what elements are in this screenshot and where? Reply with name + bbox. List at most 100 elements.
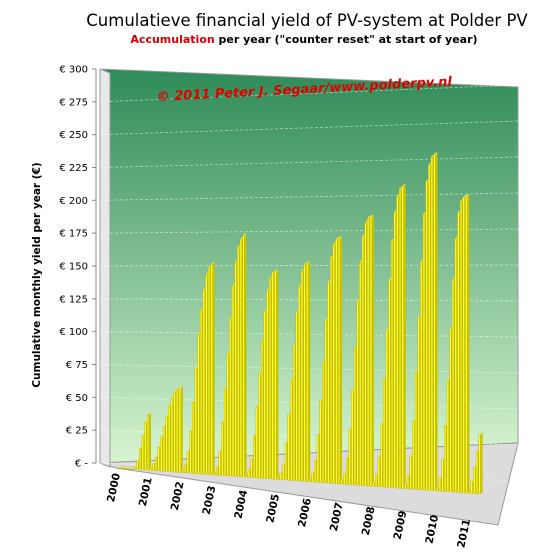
bar-face bbox=[343, 473, 346, 485]
bar-face bbox=[261, 340, 264, 479]
bar-face bbox=[422, 213, 425, 491]
bar bbox=[210, 262, 216, 475]
bar-face bbox=[388, 279, 391, 488]
bar bbox=[337, 236, 343, 485]
bar-face bbox=[207, 266, 211, 475]
bar-face bbox=[298, 286, 301, 482]
bar-face bbox=[348, 429, 351, 485]
bar-face bbox=[444, 425, 447, 492]
bar-face bbox=[234, 262, 237, 477]
bar-face bbox=[430, 156, 433, 491]
bar-face bbox=[221, 422, 224, 476]
bar-face bbox=[383, 379, 386, 488]
y-tick-label: € 25 bbox=[66, 426, 88, 437]
x-tick-label: 2005 bbox=[264, 493, 282, 524]
bar-face bbox=[213, 472, 216, 476]
bar-face bbox=[385, 329, 388, 488]
gridline bbox=[99, 48, 519, 70]
x-tick-label: 2004 bbox=[232, 489, 250, 520]
bar-face bbox=[327, 281, 330, 484]
x-tick-label: 2009 bbox=[392, 510, 410, 541]
bars bbox=[117, 152, 484, 495]
bar-face bbox=[170, 398, 173, 473]
bar-face bbox=[436, 486, 439, 492]
bar-face bbox=[274, 271, 277, 480]
bar-face bbox=[223, 388, 226, 476]
bar-face bbox=[467, 490, 471, 494]
bar-face bbox=[335, 239, 338, 484]
bar-face bbox=[146, 414, 150, 471]
bar-face bbox=[428, 164, 431, 491]
chart-title: Cumulatieve financial yield of PV-system… bbox=[86, 11, 528, 30]
y-tick-label: € 250 bbox=[59, 130, 88, 141]
bar-face bbox=[409, 455, 412, 490]
x-tick-label: 2007 bbox=[328, 501, 346, 532]
bar-face bbox=[404, 484, 407, 489]
bar bbox=[274, 269, 279, 480]
bar-face bbox=[420, 261, 423, 490]
bar-face bbox=[197, 334, 200, 474]
bar-face bbox=[303, 264, 306, 482]
bar-face bbox=[181, 469, 184, 473]
bar bbox=[478, 432, 484, 495]
bar-face bbox=[324, 319, 327, 484]
bar-face bbox=[478, 434, 481, 495]
bar-face bbox=[282, 463, 285, 481]
bar-face bbox=[237, 246, 240, 477]
bar-face bbox=[380, 423, 383, 488]
bar-face bbox=[192, 402, 195, 474]
x-tick-label: 2003 bbox=[201, 485, 219, 516]
y-tick-label: € 200 bbox=[59, 196, 88, 207]
bar-face bbox=[247, 469, 250, 478]
bar-face bbox=[290, 380, 293, 481]
chart-subtitle: Accumulation per year ("counter reset" a… bbox=[130, 33, 477, 46]
x-tick-label: 2000 bbox=[105, 472, 123, 503]
bar-face bbox=[396, 196, 399, 489]
bar-face bbox=[205, 274, 208, 475]
bar-face bbox=[231, 285, 234, 477]
bar-face bbox=[189, 430, 192, 474]
y-tick-label: € 150 bbox=[59, 262, 88, 273]
bar-face bbox=[449, 328, 452, 493]
bar bbox=[120, 466, 125, 469]
bar-face bbox=[173, 391, 176, 473]
y-tick-label: € - bbox=[75, 459, 89, 470]
bar-face bbox=[369, 216, 372, 487]
bar-face bbox=[149, 467, 152, 471]
bar-face bbox=[393, 211, 396, 489]
bar-face bbox=[353, 346, 356, 486]
y-axis-label: Cumulative monthly yield per year (€) bbox=[31, 162, 43, 387]
bar-face bbox=[162, 426, 165, 472]
bar-face bbox=[330, 257, 333, 484]
bar bbox=[401, 184, 407, 489]
bar-face bbox=[438, 477, 441, 492]
bar-face bbox=[316, 434, 319, 483]
bar-face bbox=[457, 212, 460, 493]
bar-face bbox=[176, 389, 179, 473]
bar-face bbox=[475, 451, 478, 494]
bar-face bbox=[359, 261, 362, 486]
x-tick-label: 2011 bbox=[455, 518, 473, 549]
bar-face bbox=[287, 414, 290, 481]
bar-face bbox=[462, 197, 465, 494]
bar-face bbox=[144, 422, 147, 471]
bar-face bbox=[271, 272, 274, 480]
bar-face bbox=[446, 379, 449, 492]
bar bbox=[146, 412, 152, 471]
bar-face bbox=[239, 238, 242, 477]
bar-face bbox=[345, 457, 348, 485]
bar-face bbox=[157, 447, 160, 472]
bar-face bbox=[245, 474, 248, 478]
bar-face bbox=[210, 264, 213, 475]
bar-face bbox=[454, 238, 457, 493]
bar-face bbox=[284, 443, 287, 481]
bar-face bbox=[417, 317, 420, 490]
y-tick-label: € 175 bbox=[59, 229, 88, 240]
bar-face bbox=[356, 301, 359, 486]
bar-face bbox=[255, 406, 258, 479]
bar-face bbox=[279, 472, 282, 480]
bar-face bbox=[202, 290, 205, 475]
y-tick-label: € 125 bbox=[59, 294, 88, 305]
x-tick-label: 2008 bbox=[360, 505, 378, 536]
